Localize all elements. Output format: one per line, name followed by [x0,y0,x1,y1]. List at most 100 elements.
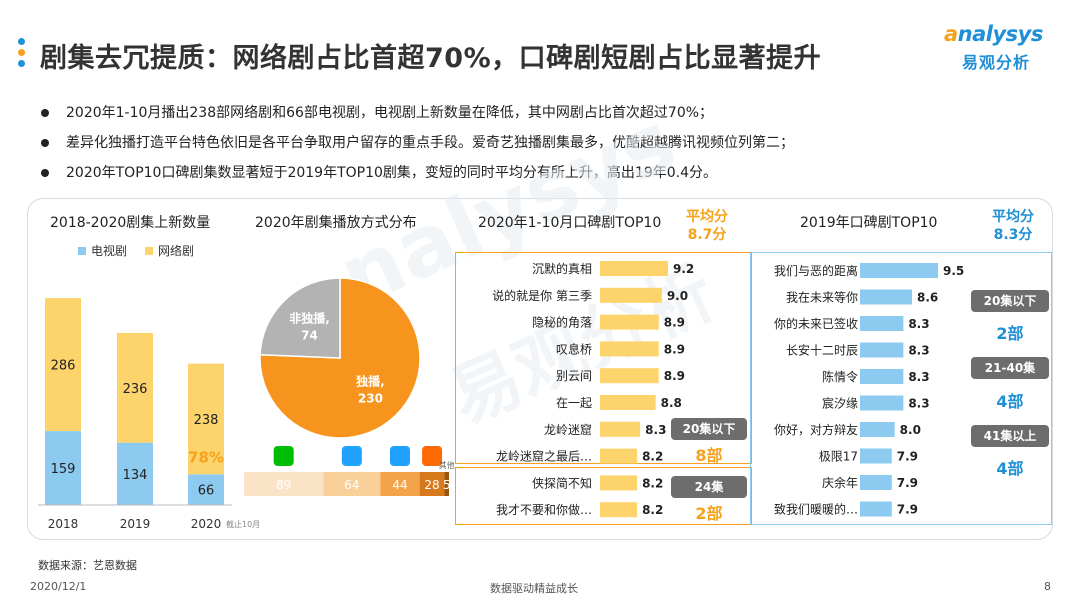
category-label: 你的未来已签收 [774,316,858,331]
score-bar [860,501,892,517]
score-bar [600,448,638,464]
score-bar [600,475,638,491]
legend-item-web: 网络剧 [145,242,194,259]
data-source: 数据来源：艺恩数据 [38,559,137,572]
category-label: 沉默的真相 [532,261,592,276]
count-2019-41ep: 4部 [996,459,1024,478]
platform-value: 5 [443,478,451,492]
score-bar [860,289,912,305]
score-bar [860,263,938,278]
score-bar [600,395,656,410]
footer-date: 2020/12/1 [30,580,87,593]
platform-segment [419,472,445,496]
count-2019-20ep: 2部 [996,324,1024,343]
footer-slogan: 数据驱动精益成长 [490,582,578,595]
category-label: 说的就是你 第三季 [492,288,592,303]
pie-value: 74 [301,328,318,342]
bar-label: 159 [51,462,76,477]
title-dot [18,49,25,56]
legend-swatch [78,247,86,255]
bar-label: 134 [123,468,148,483]
top10-2019-title: 2019年口碑剧TOP10 [800,215,938,231]
score-label: 9.0 [667,289,688,303]
title-dots [18,38,26,71]
score-label: 8.2 [642,503,663,517]
score-bar [860,448,892,464]
category-label: 陈情令 [822,369,858,384]
top10-2020-title: 2020年1-10月口碑剧TOP10 [478,215,662,231]
score-bar [600,368,659,384]
bar-web-2019 [117,332,153,443]
bullet-item: 2020年TOP10口碑剧集数显著短于2019年TOP10剧集，变短的同时平均分… [38,158,1058,188]
count-2019-21-40ep: 4部 [996,392,1024,411]
analysys-logo: analysys 易观分析 [944,22,1064,74]
bullet-item: 2020年1-10月播出238部网络剧和66部电视剧，电视剧上新数量在降低，其中… [38,98,1058,128]
count-2020-24ep: 2部 [695,504,723,523]
score-bar [600,314,659,330]
youku-icon [341,446,362,466]
category-label: 我才不要和你做… [496,502,592,517]
score-bar [600,502,638,518]
score-bar [600,287,662,303]
category-label: 叹息桥 [556,341,592,356]
share-annotation: 78% [188,448,224,466]
x-tick-label: 2020 [191,517,222,531]
legend-swatch [145,247,154,255]
score-label: 8.9 [664,369,685,383]
title-dot [18,60,25,67]
score-bar [600,421,641,437]
group-box-2020-b [455,467,752,525]
logo-wordmark: analysys [944,22,1043,46]
bar-tv-2019 [117,442,153,505]
title-dot [18,38,25,45]
platform-segment [323,472,381,496]
bar-web-2018 [45,298,81,432]
platform-segment [380,472,420,496]
category-label: 致我们暖暖的… [774,502,858,517]
bar-label: 286 [51,359,76,374]
x-note: 截止10月 [226,519,260,529]
score-label: 8.8 [661,396,682,410]
logo-cn: 易观分析 [962,53,1031,72]
bullet-list: 2020年1-10月播出238部网络剧和66部电视剧，电视剧上新数量在降低，其中… [38,98,1058,188]
pie-label: 独播, [355,374,385,389]
bar-label: 238 [194,413,219,428]
score-label: 8.9 [664,316,685,330]
score-label: 8.3 [908,344,929,358]
badge-2019-21-40ep: 21-40集 [971,357,1049,379]
score-label: 8.9 [664,342,685,356]
bar-label: 66 [198,484,215,499]
pie-title: 2020年剧集播放方式分布 [255,215,417,231]
score-label: 9.5 [943,264,964,278]
score-label: 8.3 [908,370,929,384]
bar-tv-2018 [45,431,81,505]
bar-tv-2020 [188,474,224,505]
category-label: 庆余年 [822,475,858,490]
pie-label: 非独播, [289,310,330,325]
platform-other-label: 其他 [439,460,455,470]
stacked-bar-title: 2018-2020剧集上新数量 [50,215,211,231]
score-bar [600,341,659,357]
score-label: 8.2 [642,450,663,464]
pie-value: 230 [358,392,383,406]
category-label: 侠探简不知 [532,476,592,490]
category-label: 别云间 [556,369,592,383]
avg-2020: 平均分 8.7分 [686,209,728,243]
category-label: 我们与恶的距离 [774,263,858,278]
bar-web-2020 [188,363,224,475]
badge-2019-41ep: 41集以上 [971,425,1049,447]
iqiyi-icon [273,446,294,466]
platform-segment [244,472,324,496]
category-label: 我在未来等你 [786,291,858,305]
pie-slice-non-exclusive [259,277,341,359]
score-label: 8.2 [642,476,663,490]
category-label: 隐秘的角落 [532,315,592,330]
score-label: 8.3 [908,317,929,331]
score-label: 7.9 [897,503,918,517]
score-bar [860,369,904,384]
score-bar [860,342,904,358]
badge-2020-20ep: 20集以下 [671,418,747,440]
platform-value: 64 [344,478,359,492]
category-label: 龙岭迷窟 [544,422,592,437]
